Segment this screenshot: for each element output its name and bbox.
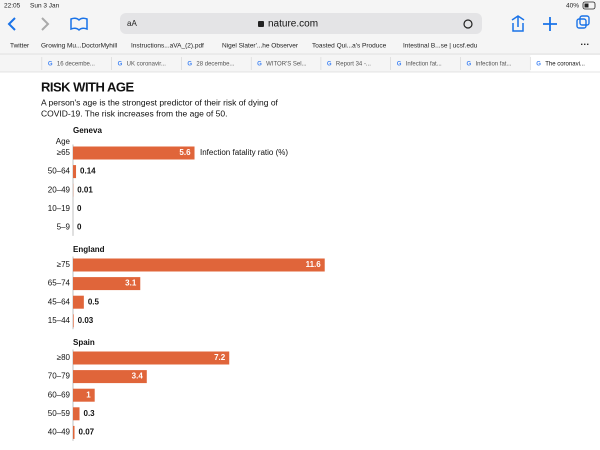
value-label: 0 <box>77 204 82 213</box>
more-button[interactable]: ··· <box>581 39 590 49</box>
category-label: 50–64 <box>48 167 71 176</box>
value-label: 5.6 <box>179 148 191 157</box>
bookmark[interactable]: Toasted Qui...a's Produce <box>312 43 387 50</box>
bookmark[interactable]: Nigel Slater'...he Observer <box>222 43 299 50</box>
bar <box>73 295 84 309</box>
bar <box>73 407 80 421</box>
date: Sun 3 Jan <box>30 3 60 10</box>
value-label: 11.6 <box>306 260 322 269</box>
value-label: 0 <box>77 223 82 232</box>
category-label: 10–19 <box>48 204 71 213</box>
category-label: 70–79 <box>48 372 71 381</box>
category-label: 40–49 <box>48 428 71 437</box>
panel-title: England <box>73 245 105 254</box>
tab-title[interactable]: The coronavi... <box>545 62 585 68</box>
reader-button[interactable]: aA <box>127 19 137 28</box>
reload-button[interactable] <box>463 19 473 29</box>
tab-icon: G <box>187 62 192 68</box>
category-label: ≥75 <box>57 260 71 269</box>
bookmark[interactable]: Twitter <box>10 43 30 50</box>
new-tab-button[interactable] <box>543 17 557 31</box>
category-label: 60–69 <box>48 390 71 399</box>
subtitle: A person's age is the strongest predicto… <box>41 97 279 107</box>
value-label: 3.4 <box>132 372 144 381</box>
subtitle: COVID-19. The risk increases from the ag… <box>41 108 227 118</box>
battery: 40% <box>566 3 579 10</box>
bookmark[interactable]: Instructions...aVA_(2).pdf <box>131 43 204 50</box>
bar <box>73 146 195 160</box>
x-label: Infection fatality ratio (%) <box>200 148 288 157</box>
battery-level <box>584 3 589 8</box>
tab-icon: G <box>257 62 262 68</box>
tab-icon: G <box>327 62 332 68</box>
tabs-button-back[interactable] <box>579 15 590 26</box>
share-button[interactable] <box>511 15 525 32</box>
category-label: 15–44 <box>48 316 71 325</box>
active-tab <box>530 55 600 72</box>
address-bar[interactable] <box>120 13 482 34</box>
tab-icon: G <box>118 62 123 68</box>
bar <box>73 351 230 365</box>
chart-title: RISK WITH AGE <box>41 79 135 94</box>
bar <box>73 388 95 402</box>
category-label: 65–74 <box>48 279 71 288</box>
tab-icon: G <box>536 62 541 68</box>
bar <box>73 258 325 272</box>
value-label: 7.2 <box>214 353 226 362</box>
category-label: ≥65 <box>57 148 71 157</box>
age-label: Age <box>56 137 71 146</box>
tab-title[interactable]: Infection fat... <box>475 62 511 68</box>
value-label: 0.5 <box>88 297 100 306</box>
tab-icon: G <box>466 62 471 68</box>
bar <box>73 277 141 291</box>
bar <box>73 425 75 439</box>
back-button[interactable] <box>7 17 16 31</box>
tab-title[interactable]: Infection fat... <box>406 62 442 68</box>
category-label: 5–9 <box>57 223 71 232</box>
tab-title[interactable]: 28 decembe... <box>196 62 234 68</box>
forward-button[interactable] <box>41 17 50 31</box>
tab-title[interactable]: 16 decembe... <box>57 62 95 68</box>
category-label: 20–49 <box>48 185 71 194</box>
address[interactable]: nature.com <box>268 19 318 30</box>
tab-icon: G <box>397 62 402 68</box>
category-label: 50–59 <box>48 409 71 418</box>
tab-title[interactable]: WITOR'S Sel... <box>266 62 307 68</box>
value-label: 0.3 <box>84 409 96 418</box>
value-label: 3.1 <box>125 279 137 288</box>
category-label: 45–64 <box>48 297 71 306</box>
battery-icon <box>582 1 596 10</box>
tab-title[interactable]: Report 34 -... <box>336 62 371 68</box>
tab-title[interactable]: UK coronavir... <box>127 62 167 68</box>
value-label: 1 <box>86 390 91 399</box>
bar <box>73 370 147 384</box>
bar <box>73 165 77 179</box>
bookmark[interactable]: Intestinal B...se | ucsf.edu <box>403 43 478 50</box>
time: 22:05 <box>4 3 21 10</box>
bookmarks-button[interactable] <box>70 17 88 32</box>
bar <box>73 314 74 328</box>
value-label: 0.01 <box>77 185 93 194</box>
lock-icon <box>258 21 264 27</box>
value-label: 0.03 <box>78 316 94 325</box>
value-label: 0.14 <box>80 167 96 176</box>
browser-chrome <box>0 0 600 72</box>
bookmark[interactable]: Growing Mu...DoctorMyhill <box>41 43 118 50</box>
tabs-button[interactable] <box>576 18 587 29</box>
tab-icon: G <box>48 62 53 68</box>
panel-title: Geneva <box>73 126 102 135</box>
category-label: ≥80 <box>57 353 71 362</box>
panel-title: Spain <box>73 338 95 347</box>
value-label: 0.07 <box>79 428 95 437</box>
